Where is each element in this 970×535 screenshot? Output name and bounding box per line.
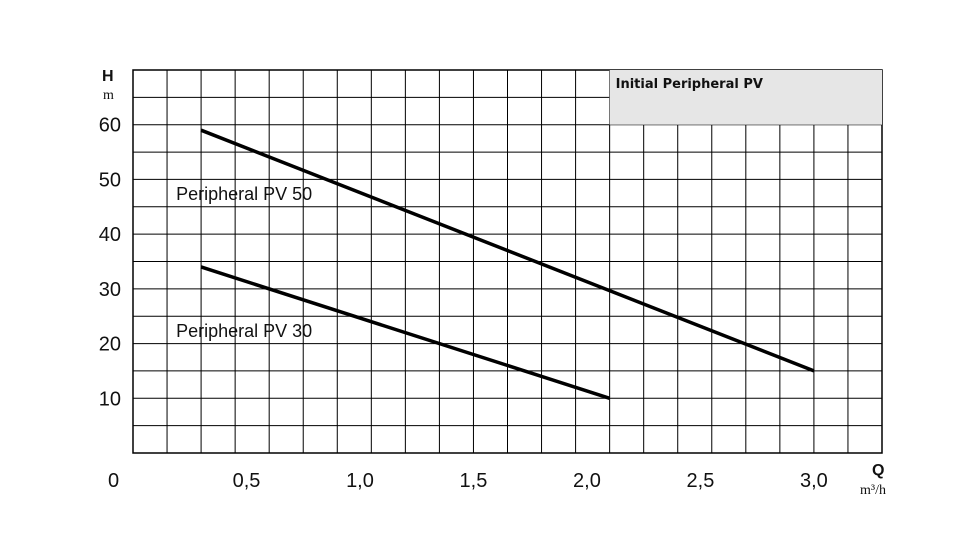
y-axis-unit: m: [103, 88, 114, 103]
x-tick-label: 0,5: [233, 470, 261, 492]
x-tick-label: 1,5: [460, 470, 488, 492]
series-line-2: [200, 265, 611, 400]
series-line-1: [200, 128, 815, 373]
y-tick-label: 50: [99, 169, 121, 191]
series-labels: Peripheral PV 50 Peripheral PV 30: [176, 184, 312, 341]
grid: [132, 69, 883, 454]
plot-border: [132, 69, 883, 454]
series-label-1: Peripheral PV 50: [176, 184, 312, 204]
y-tick-label: 10: [99, 388, 121, 410]
title-box: [609, 70, 882, 125]
y-axis-label: H: [102, 68, 114, 85]
y-tick-label: 60: [99, 115, 121, 137]
x-tick-label: 2,0: [573, 470, 601, 492]
x-tick-labels: 0,5 1,0 1,5 2,0 2,5 3,0: [233, 470, 828, 492]
y-tick-labels: 10 20 30 40 50 60: [99, 115, 121, 411]
series-label-2: Peripheral PV 30: [176, 321, 312, 341]
y-tick-label: 30: [99, 279, 121, 301]
x-axis-label: Q: [872, 462, 884, 479]
y-tick-label: 20: [99, 334, 121, 356]
x-tick-label: 2,5: [687, 470, 715, 492]
origin-label: 0: [108, 470, 119, 492]
x-tick-label: 1,0: [346, 470, 374, 492]
y-tick-label: 40: [99, 224, 121, 246]
chart-title: Initial Peripheral PV: [616, 77, 763, 92]
x-axis-unit: m³/h: [860, 483, 886, 498]
series-lines: [200, 128, 815, 400]
x-tick-label: 3,0: [800, 470, 828, 492]
